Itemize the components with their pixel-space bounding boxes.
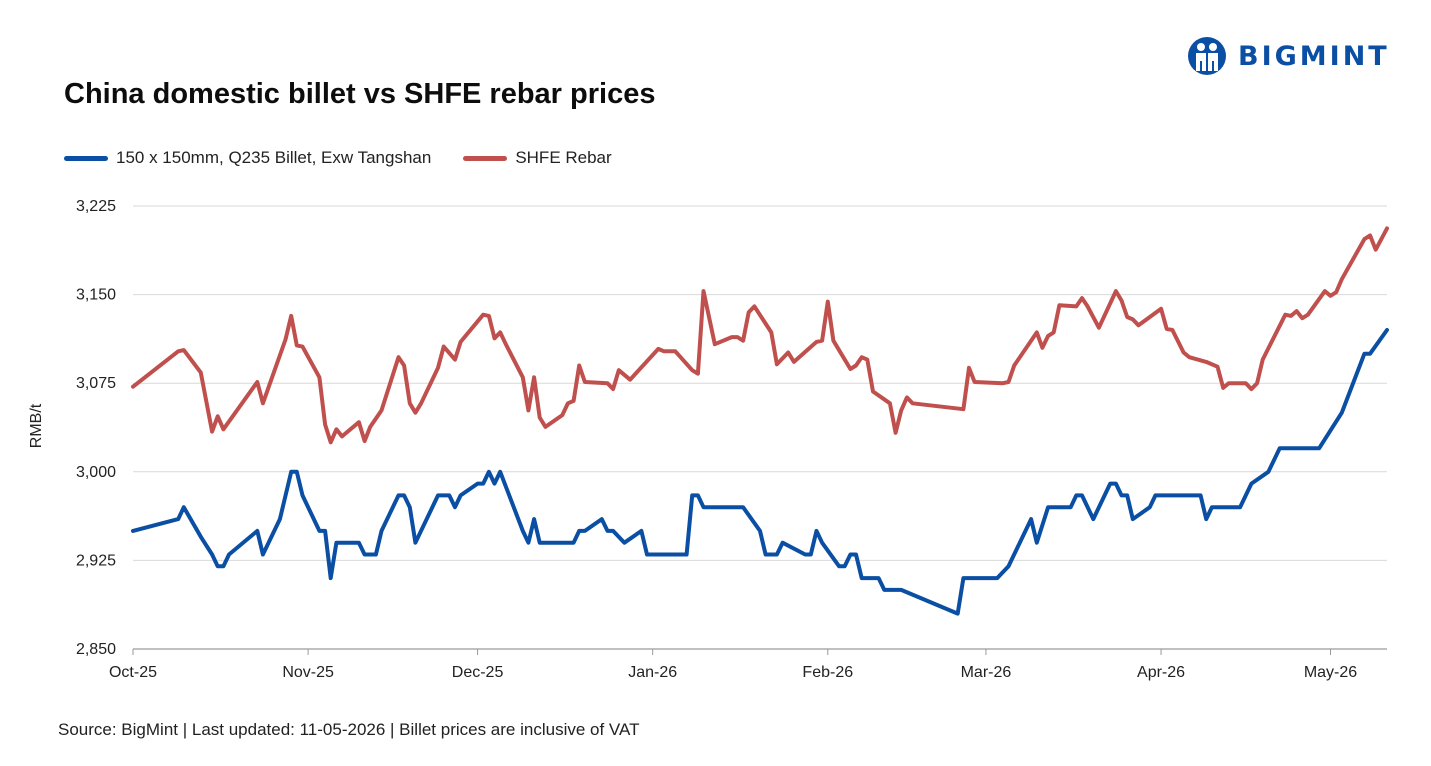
series-line-billet — [131, 328, 1389, 616]
brand-name: BIGMINT — [1238, 40, 1390, 72]
x-tick-label: Jan-26 — [628, 664, 677, 681]
chart-series — [131, 226, 1389, 616]
y-tick-label: 3,000 — [76, 464, 116, 481]
legend-item-billet: 150 x 150mm, Q235 Billet, Exw Tangshan — [64, 148, 431, 168]
y-tick-label: 2,925 — [76, 552, 116, 569]
y-tick-label: 3,225 — [76, 198, 116, 215]
legend-swatch-rebar — [463, 155, 508, 161]
chart-gridlines — [133, 205, 1387, 650]
bigmint-logo-icon — [1188, 37, 1226, 75]
y-axis-label: RMB/t — [28, 403, 45, 448]
legend-label-billet: 150 x 150mm, Q235 Billet, Exw Tangshan — [116, 148, 432, 167]
x-tick-label: Mar-26 — [961, 664, 1012, 681]
x-axis-ticks: Oct-25 Nov-25 Dec-25 Jan-26 Feb-26 Mar-26 Apr-… — [109, 649, 1357, 681]
legend-item-rebar: SHFE Rebar — [463, 148, 612, 168]
chart-title: China domestic billet vs SHFE rebar pric… — [64, 78, 656, 110]
brand-logo: BIGMINT — [1186, 33, 1390, 79]
x-tick-label: Oct-25 — [109, 664, 157, 681]
y-tick-label: 2,850 — [76, 641, 116, 658]
y-axis-ticks: 2,850 2,925 3,000 3,075 3,150 3,225 — [76, 198, 116, 658]
x-tick-label: May-26 — [1304, 664, 1357, 681]
legend-swatch-billet — [64, 155, 108, 161]
legend-label-rebar: SHFE Rebar — [515, 148, 612, 167]
x-tick-label: Dec-25 — [452, 664, 504, 681]
x-tick-label: Feb-26 — [802, 664, 853, 681]
chart-legend: 150 x 150mm, Q235 Billet, Exw Tangshan S… — [64, 148, 644, 168]
chart-footer-source: Source: BigMint | Last updated: 11-05-20… — [58, 720, 640, 739]
y-tick-label: 3,075 — [76, 375, 116, 392]
x-tick-label: Nov-25 — [282, 664, 334, 681]
series-line-rebar — [131, 226, 1389, 445]
x-tick-label: Apr-26 — [1137, 664, 1185, 681]
y-tick-label: 3,150 — [76, 287, 116, 304]
